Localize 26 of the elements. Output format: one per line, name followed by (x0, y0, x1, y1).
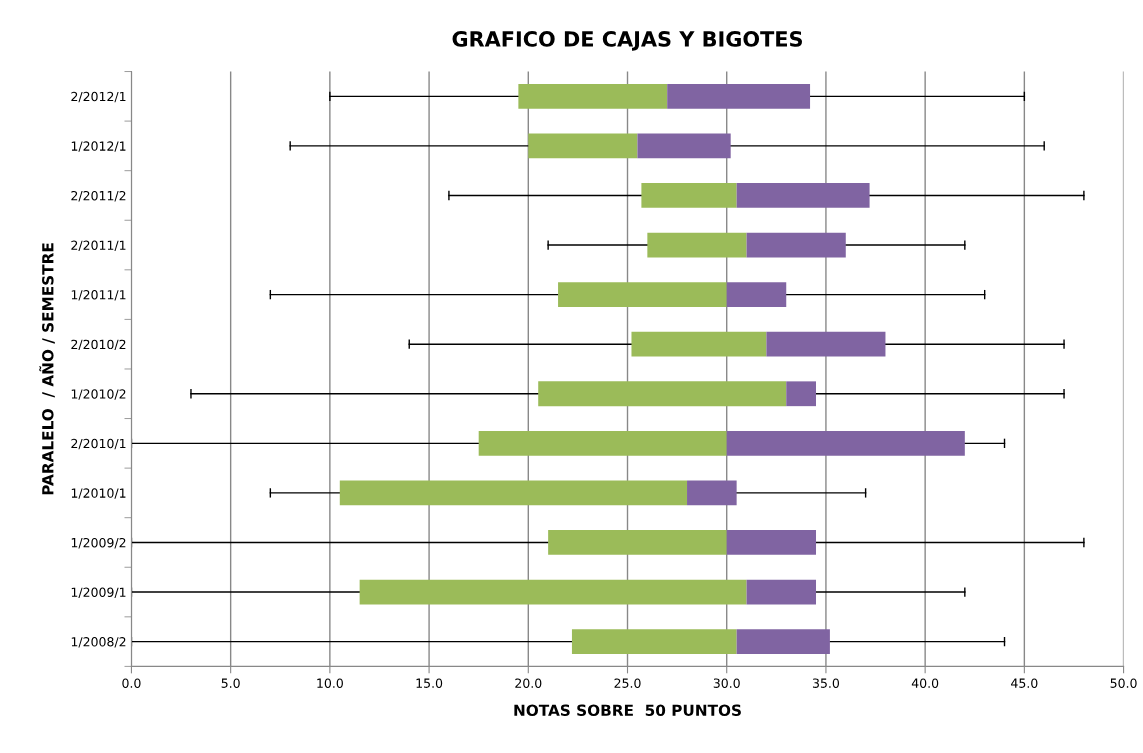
y-tick-label: 1/2012/1 (71, 141, 126, 152)
y-tick-label: 1/2009/2 (71, 537, 126, 549)
y-tick-label: 2/2010/1 (71, 438, 126, 450)
y-tick-label: 2/2012/1 (71, 91, 126, 103)
y-tick-label: 2/2010/2 (71, 339, 126, 351)
y-tick-label: 1/2010/2 (71, 389, 126, 400)
x-tick-label: 5.0 (221, 678, 240, 688)
x-tick-label: 20.0 (515, 678, 542, 688)
x-tick-label: 30.0 (713, 678, 740, 688)
x-tick-label: 10.0 (317, 678, 343, 688)
y-axis-title: PARALELO / AÑO / SEMESTRE (39, 243, 55, 495)
chart-title: GRAFICO DE CAJAS Y BIGOTES (452, 31, 803, 51)
x-tick-label: 45.0 (1011, 678, 1038, 688)
x-tick-label: 25.0 (614, 678, 641, 688)
y-tick-label: 2/2011/1 (71, 240, 126, 251)
x-tick-label: 15.0 (416, 678, 443, 688)
y-tick-label: 1/2008/2 (71, 637, 126, 648)
x-tick-label: 50.0 (1110, 678, 1137, 688)
y-tick-label: 1/2010/1 (71, 488, 126, 499)
y-tick-label: 1/2011/1 (71, 290, 126, 301)
x-tick-label: 0.0 (122, 678, 141, 688)
x-axis-title: NOTAS SOBRE 50 PUNTOS (514, 704, 741, 717)
y-tick-label: 2/2011/2 (71, 190, 126, 202)
y-tick-label: 1/2009/1 (71, 587, 126, 598)
x-tick-label: 40.0 (911, 678, 939, 688)
x-tick-label: 35.0 (812, 678, 840, 688)
